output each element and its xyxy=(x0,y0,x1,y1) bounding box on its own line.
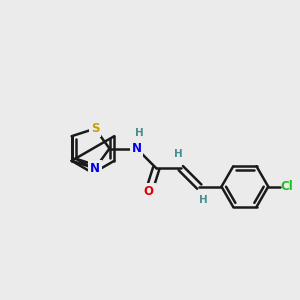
Text: O: O xyxy=(144,185,154,198)
Text: S: S xyxy=(91,122,99,135)
Text: N: N xyxy=(132,142,142,155)
Text: Cl: Cl xyxy=(280,180,293,193)
Text: H: H xyxy=(174,149,183,159)
Text: H: H xyxy=(135,128,144,138)
Text: N: N xyxy=(90,162,100,175)
Text: H: H xyxy=(200,195,208,205)
